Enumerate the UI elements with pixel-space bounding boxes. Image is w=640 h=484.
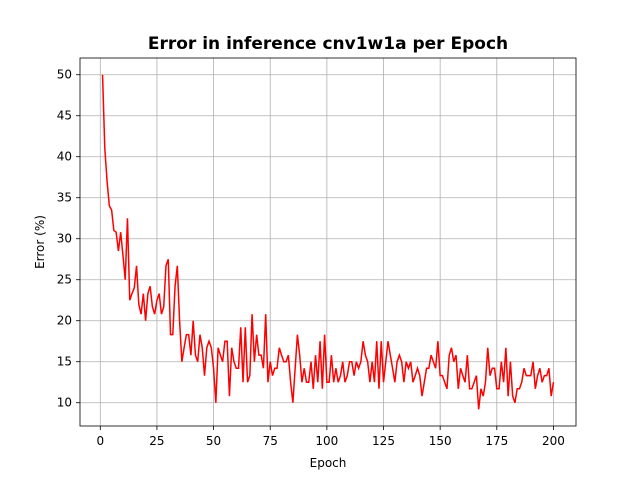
y-tick-label: 15 xyxy=(57,355,72,369)
y-tick-label: 25 xyxy=(57,273,72,287)
y-tick-label: 45 xyxy=(57,109,72,123)
y-tick-label: 30 xyxy=(57,232,72,246)
x-axis-label: Epoch xyxy=(310,456,347,470)
y-tick-label: 35 xyxy=(57,191,72,205)
x-tick-label: 50 xyxy=(206,434,221,448)
y-tick-label: 40 xyxy=(57,150,72,164)
axes-frame xyxy=(79,57,577,427)
x-tick-label: 75 xyxy=(263,434,278,448)
x-tick-label: 25 xyxy=(149,434,164,448)
y-tick-label: 10 xyxy=(57,396,72,410)
y-tick-label: 50 xyxy=(57,68,72,82)
data-line xyxy=(101,74,555,410)
x-tick-label: 125 xyxy=(372,434,395,448)
x-tick-label: 150 xyxy=(429,434,452,448)
x-tick-label: 200 xyxy=(542,434,565,448)
chart-title: Error in inference cnv1w1a per Epoch xyxy=(148,34,508,54)
y-tick-label: 20 xyxy=(57,314,72,328)
x-tick-label: 175 xyxy=(485,434,508,448)
x-tick-label: 0 xyxy=(96,434,104,448)
grid xyxy=(80,58,576,426)
plot xyxy=(101,74,555,410)
x-tick-label: 100 xyxy=(315,434,338,448)
y-axis-label: Error (%) xyxy=(33,215,47,269)
